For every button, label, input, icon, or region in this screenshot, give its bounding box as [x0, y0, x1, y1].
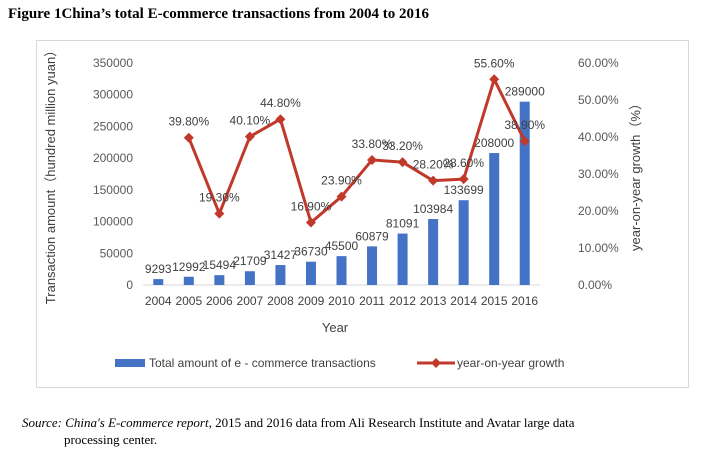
- growth-data-label: 19.30%: [199, 191, 240, 205]
- y-left-tick-label: 50000: [100, 246, 134, 260]
- y-left-tick-label: 300000: [93, 88, 133, 102]
- x-tick-label: 2008: [267, 294, 294, 308]
- x-tick-label: 2007: [237, 294, 264, 308]
- bar-data-label: 45500: [325, 239, 359, 253]
- bar: [275, 265, 286, 285]
- growth-data-label: 33.20%: [382, 139, 423, 153]
- growth-data-label: 23.90%: [321, 174, 362, 188]
- growth-data-label: 28.20%: [413, 158, 454, 172]
- y-left-tick-label: 0: [126, 278, 133, 292]
- y-right-tick-label: 0.00%: [578, 278, 612, 292]
- chart-frame: 0 50000 100000 150000 200000 250000 300000 3500…: [36, 40, 689, 388]
- bar-data-label: 12992: [172, 260, 206, 274]
- bar-data-label: 208000: [474, 136, 514, 150]
- bar-data-label: 21709: [233, 254, 267, 268]
- x-tick-label: 2005: [175, 294, 202, 308]
- growth-data-label: 38.90%: [504, 118, 545, 132]
- growth-point: [275, 114, 286, 125]
- x-tick-label: 2010: [328, 294, 355, 308]
- source-note: Source: China's E-commerce report, 2015 …: [22, 414, 682, 448]
- bar: [367, 246, 378, 285]
- growth-point: [397, 157, 408, 168]
- x-tick-label: 2004: [145, 294, 172, 308]
- y-left-tick-label: 100000: [93, 215, 133, 229]
- bar-data-label: 103984: [413, 202, 453, 216]
- growth-data-label: 39.80%: [168, 115, 209, 129]
- bar: [397, 233, 408, 285]
- x-tick-label: 2016: [511, 294, 538, 308]
- combo-chart: 0 50000 100000 150000 200000 250000 300000 3500…: [43, 44, 643, 370]
- bar-data-label: 36730: [294, 245, 328, 259]
- y-left-tick-label: 200000: [93, 151, 133, 165]
- x-tick-label: 2006: [206, 294, 233, 308]
- x-tick-label: 2015: [481, 294, 508, 308]
- growth-point: [305, 217, 316, 228]
- bar: [305, 261, 316, 285]
- growth-data-label: 40.10%: [230, 114, 271, 128]
- y-right-tick-label: 50.00%: [578, 93, 619, 107]
- growth-data-label: 28.60%: [443, 156, 484, 170]
- y-left-tick-label: 250000: [93, 119, 133, 133]
- bar: [519, 101, 530, 285]
- source-label: Source: [22, 415, 58, 430]
- growth-point: [244, 131, 255, 142]
- bar: [336, 256, 347, 285]
- legend-label-line: year-on-year growth: [457, 356, 564, 370]
- x-tick-label: 2009: [298, 294, 325, 308]
- y-right-tick-label: 40.00%: [578, 130, 619, 144]
- y-left-axis-title: Transaction amount（hundred million yuan）: [43, 44, 58, 304]
- figure-title: Figure 1China’s total E-commerce transac…: [8, 6, 430, 22]
- growth-point: [367, 154, 378, 165]
- bar-data-label: 81091: [386, 217, 420, 231]
- bar-data-label: 60879: [355, 229, 389, 243]
- growth-data-label: 55.60%: [474, 56, 515, 70]
- y-right-tick-label: 20.00%: [578, 204, 619, 218]
- growth-point: [489, 74, 500, 85]
- bar: [428, 219, 439, 285]
- source-text: , 2015 and 2016 data from Ali Research I…: [208, 415, 575, 430]
- growth-point: [214, 208, 225, 219]
- x-axis-title: Year: [322, 320, 349, 335]
- growth-point: [458, 174, 469, 185]
- growth-data-label: 16.90%: [291, 199, 332, 213]
- x-tick-label: 2011: [359, 294, 385, 308]
- x-tick-label: 2014: [450, 294, 477, 308]
- y-right-tick-label: 30.00%: [578, 167, 619, 181]
- growth-point: [428, 175, 439, 186]
- bar-data-label: 9293: [145, 262, 172, 276]
- bar: [458, 200, 469, 285]
- bar: [214, 275, 225, 285]
- growth-data-label: 44.80%: [260, 96, 301, 110]
- y-left-tick-label: 150000: [93, 183, 133, 197]
- legend-label-bar: Total amount of e - commerce transaction…: [149, 356, 376, 370]
- y-right-tick-label: 60.00%: [578, 56, 619, 70]
- bar: [153, 279, 164, 285]
- growth-point: [519, 136, 530, 147]
- bar-data-label: 133699: [444, 183, 484, 197]
- growth-point: [336, 191, 347, 202]
- y-left-tick-label: 350000: [93, 56, 133, 70]
- legend-swatch-bar: [115, 359, 145, 367]
- source-report: China's E-commerce report: [65, 415, 209, 430]
- legend-marker-line: [431, 358, 441, 368]
- bar-data-label: 289000: [505, 85, 545, 99]
- x-tick-label: 2012: [389, 294, 416, 308]
- y-right-axis-title: year-on-year growth（%）: [628, 97, 643, 251]
- y-right-tick-label: 10.00%: [578, 241, 619, 255]
- bar-data-label: 15494: [203, 258, 237, 272]
- bar: [183, 276, 194, 285]
- growth-line: [187, 77, 527, 224]
- bar-data-label: 31427: [264, 248, 298, 262]
- growth-point: [183, 132, 194, 143]
- source-text-line2: processing center.: [64, 432, 158, 447]
- bar: [489, 153, 500, 285]
- growth-data-label: 33.80%: [352, 137, 393, 151]
- x-tick-label: 2013: [420, 294, 447, 308]
- bar: [244, 271, 255, 285]
